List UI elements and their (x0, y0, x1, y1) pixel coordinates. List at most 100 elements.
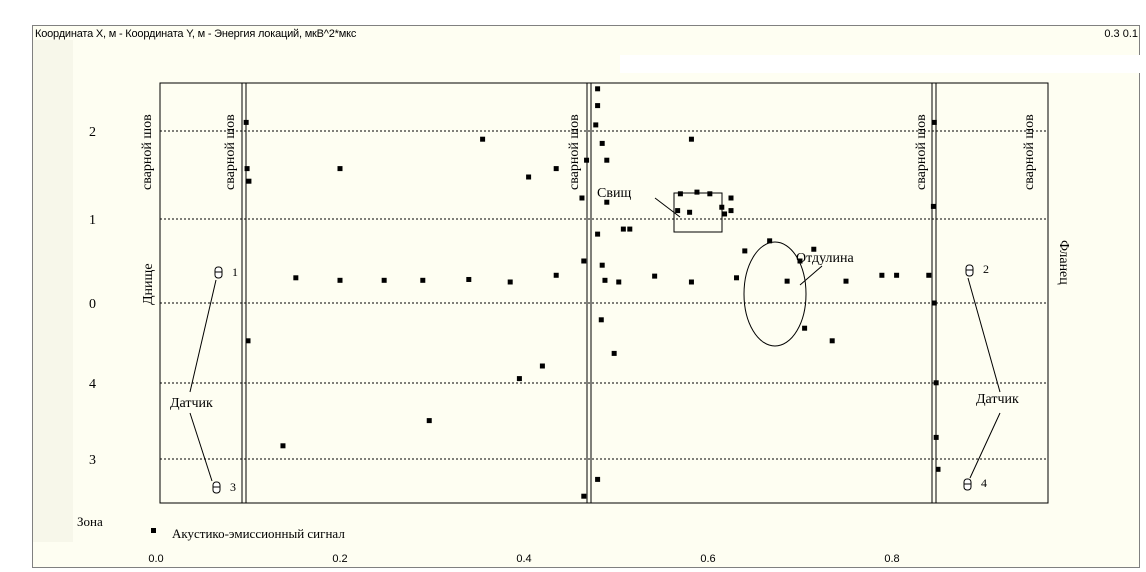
weld-label-middle: сварной шов (567, 114, 582, 190)
sensor-3: 3 (212, 480, 236, 494)
data-point (728, 195, 734, 201)
data-point (677, 191, 683, 197)
dent-label: Отдулина (796, 251, 855, 266)
zone-label: 0 (89, 297, 96, 312)
data-point (539, 363, 545, 369)
legend-label: Акустико-эмиссионный сигнал (172, 526, 345, 541)
data-point (811, 246, 817, 252)
sensor-1-id: 1 (232, 265, 238, 279)
zone-axis-strip (33, 40, 73, 542)
data-point (931, 300, 937, 306)
x-tick-label: 0.6 (700, 553, 715, 565)
data-point (595, 103, 601, 109)
data-point (381, 277, 387, 283)
scatter-points (243, 86, 941, 499)
weld-label-left: сварной шов (223, 114, 238, 190)
data-point (604, 157, 610, 163)
data-point (466, 276, 472, 282)
data-point (767, 238, 773, 244)
chart-title: Координата X, м - Координата Y, м - Энер… (35, 28, 357, 40)
dent-leader (799, 265, 823, 286)
data-point (728, 208, 734, 214)
weld-label-left-outer: сварной шов (140, 114, 155, 190)
data-point (604, 199, 610, 205)
data-point (337, 166, 343, 172)
weld-seams (241, 83, 937, 503)
weld-label-right: сварной шов (914, 114, 929, 190)
x-tick-label: 0.2 (332, 553, 347, 565)
data-point (734, 275, 740, 281)
data-point (593, 122, 599, 128)
sensor-2-id: 2 (983, 262, 989, 276)
data-point (246, 178, 252, 184)
data-point (930, 203, 936, 209)
zone-labels: 2 1 0 4 3 (89, 125, 96, 468)
zone-axis-label: Зона (77, 514, 103, 529)
data-point (652, 273, 658, 279)
data-point (797, 258, 803, 264)
data-point (694, 189, 700, 195)
weld-label-right-outer: сварной шов (1022, 114, 1037, 190)
data-point (426, 418, 432, 424)
sensor-1: 1 (214, 265, 238, 279)
data-point (742, 248, 748, 254)
data-point (595, 231, 601, 237)
sensor-label-right: Датчик (976, 392, 1019, 407)
data-point (933, 434, 939, 440)
sensor-4: 4 (963, 476, 987, 491)
zone-gridlines (160, 130, 1048, 460)
data-point (894, 272, 900, 278)
data-point (722, 211, 728, 217)
data-point (595, 476, 601, 482)
data-point (420, 277, 426, 283)
data-point (879, 272, 885, 278)
data-point (516, 376, 522, 382)
x-tick-label: 0.4 (516, 553, 531, 565)
zone-label: 2 (89, 125, 96, 140)
data-point (611, 350, 617, 356)
data-point (935, 466, 941, 472)
data-point (675, 208, 681, 214)
data-point (599, 262, 605, 268)
dent-ellipse (743, 241, 807, 347)
x-axis-ticks: 0.0 0.2 0.4 0.6 0.8 (148, 553, 899, 565)
data-point (627, 226, 633, 232)
legend-marker (151, 528, 156, 533)
bottom-label: Днище (141, 263, 156, 305)
data-point (526, 174, 532, 180)
data-point (579, 195, 585, 201)
bg-patch (620, 55, 1140, 73)
data-point (598, 317, 604, 323)
data-point (581, 258, 587, 264)
sensor-leaders (189, 277, 1001, 482)
data-point (784, 278, 790, 284)
zone-label: 1 (89, 213, 96, 228)
zone-label: 3 (89, 453, 96, 468)
sensor-3-id: 3 (230, 480, 236, 494)
data-point (507, 279, 513, 285)
data-point (802, 325, 808, 331)
data-point (553, 166, 559, 172)
data-point (602, 277, 608, 283)
data-point (595, 86, 601, 92)
sensor-2: 2 (965, 262, 989, 277)
data-point (293, 275, 299, 281)
x-tick-label: 0.8 (884, 553, 899, 565)
data-point (843, 278, 849, 284)
sensor-4-id: 4 (981, 476, 987, 490)
data-point (926, 272, 932, 278)
data-point (687, 209, 693, 215)
data-point (280, 443, 286, 449)
data-point (581, 493, 587, 499)
flange-label: Фланец (1056, 240, 1071, 285)
data-point (620, 226, 626, 232)
fistula-leader (654, 197, 681, 218)
data-point (829, 338, 835, 344)
sensor-label-left: Датчик (170, 396, 213, 411)
data-point (480, 136, 486, 142)
plot-area (159, 82, 1049, 504)
data-point (688, 279, 694, 285)
data-point (243, 119, 249, 125)
scale-readout: 0.3 0.1 (1104, 28, 1138, 40)
